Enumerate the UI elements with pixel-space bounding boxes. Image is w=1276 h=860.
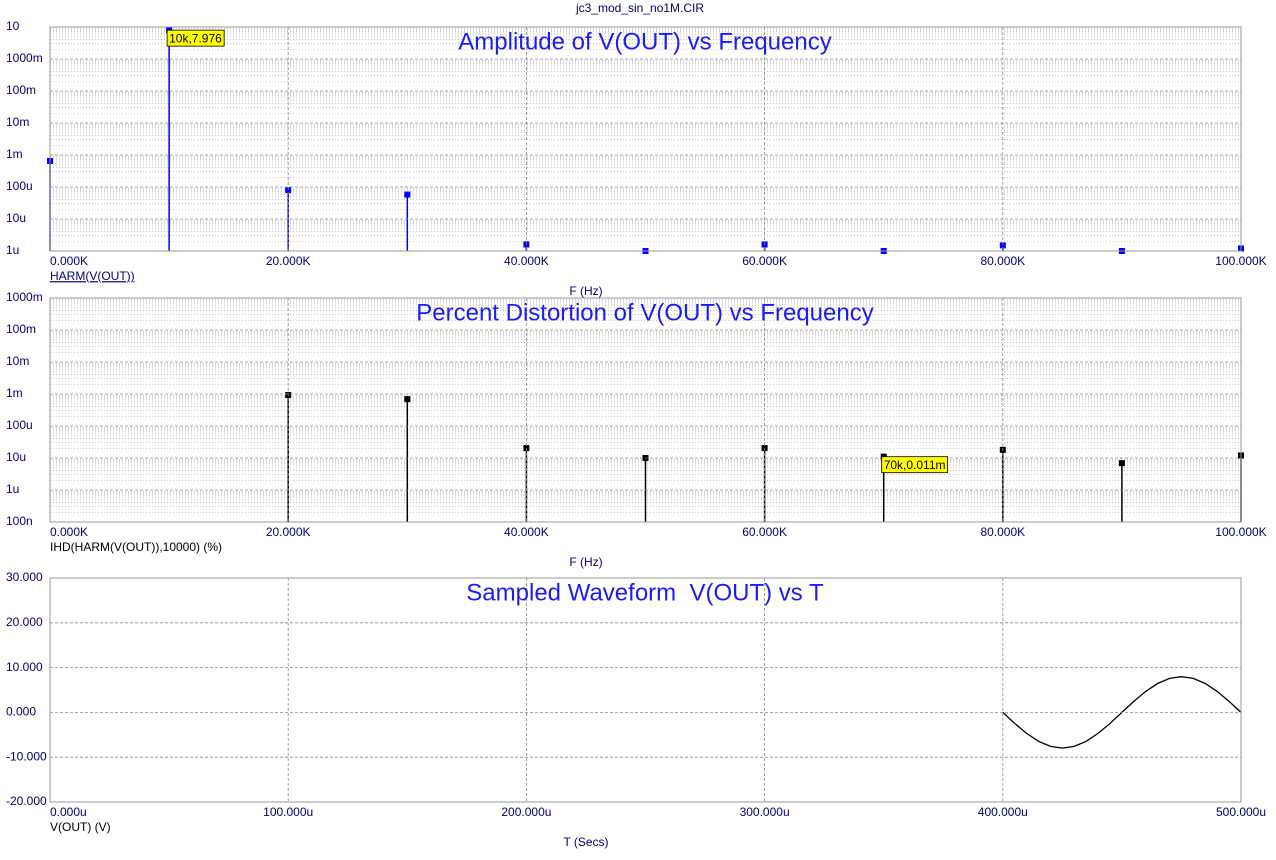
x-axis-label: F (Hz) [569, 555, 602, 569]
annotation: 10k,7.976 [169, 31, 222, 45]
y-tick-label: 1000m [6, 290, 43, 304]
plot-border [49, 297, 1242, 523]
x-axis-label: F (Hz) [569, 284, 602, 298]
chart-title: Sampled Waveform V(OUT) vs T [466, 579, 824, 606]
y-tick-label: 100n [6, 514, 33, 528]
legend-label: IHD(HARM(V(OUT)),10000) (%) [50, 540, 222, 554]
chart-title: Amplitude of V(OUT) vs Frequency [458, 28, 831, 55]
file-title: jc3_mod_sin_no1M.CIR [575, 1, 704, 15]
plot [47, 27, 1244, 254]
x-tick-label: 20.000K [266, 525, 311, 539]
y-tick-label: 20.000 [6, 615, 43, 629]
x-tick-label: 500.000u [1216, 805, 1266, 819]
y-tick-label: 30.000 [6, 570, 43, 584]
stem-marker [404, 396, 411, 403]
y-tick-label: 100u [6, 179, 33, 193]
legend-label: V(OUT) (V) [50, 820, 111, 834]
y-tick-label: 10u [6, 450, 26, 464]
x-tick-label: 40.000K [504, 525, 549, 539]
y-tick-label: 10 [6, 19, 20, 33]
y-tick-label: 1m [6, 386, 23, 400]
x-tick-label: 0.000u [50, 805, 87, 819]
y-tick-label: 1000m [6, 51, 43, 65]
x-axis-label: T (Secs) [563, 835, 608, 849]
y-tick-label: -10.000 [6, 749, 47, 763]
y-tick-label: 1u [6, 482, 19, 496]
stem-marker [404, 191, 411, 198]
x-tick-label: 100.000K [1215, 254, 1266, 268]
x-tick-label: 20.000K [266, 254, 311, 268]
x-tick-label: 0.000K [50, 525, 88, 539]
y-tick-label: 10.000 [6, 660, 43, 674]
x-tick-label: 200.000u [501, 805, 551, 819]
stem-marker [1118, 460, 1125, 467]
y-tick-label: 100m [6, 322, 36, 336]
x-tick-label: 80.000K [980, 525, 1025, 539]
annotation-box [881, 456, 948, 474]
stem-marker [285, 187, 292, 194]
y-tick-label: -20.000 [6, 794, 47, 808]
y-tick-label: 10m [6, 115, 29, 129]
y-tick-label: 1m [6, 147, 23, 161]
stem-marker [999, 242, 1006, 249]
annotation: 70k,0.011m [884, 458, 946, 472]
plot-border [49, 577, 1242, 803]
x-tick-label: 60.000K [742, 254, 787, 268]
chart-title: Percent Distortion of V(OUT) vs Frequenc… [416, 299, 873, 326]
x-tick-label: 300.000u [740, 805, 790, 819]
x-tick-label: 100.000u [263, 805, 313, 819]
x-tick-label: 80.000K [980, 254, 1025, 268]
y-tick-label: 10u [6, 211, 26, 225]
x-tick-label: 40.000K [504, 254, 549, 268]
x-tick-label: 400.000u [978, 805, 1028, 819]
plot-border [49, 26, 1242, 252]
legend-label: HARM(V(OUT)) [50, 269, 135, 283]
y-tick-label: 100u [6, 418, 33, 432]
x-tick-label: 0.000K [50, 254, 88, 268]
x-tick-label: 60.000K [742, 525, 787, 539]
y-tick-label: 100m [6, 83, 36, 97]
y-tick-label: 0.000 [6, 705, 36, 719]
plot [50, 299, 1244, 522]
annotation-box [166, 29, 225, 47]
y-tick-label: 10m [6, 354, 29, 368]
x-tick-label: 100.000K [1215, 525, 1266, 539]
y-tick-label: 1u [6, 243, 19, 257]
